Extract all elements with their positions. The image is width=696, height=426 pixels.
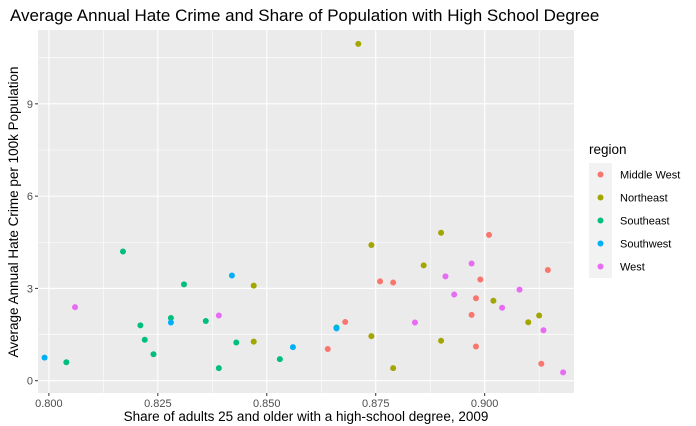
legend-key-southeast [597, 217, 604, 224]
point-middle-west [377, 278, 384, 285]
point-southwest [289, 344, 296, 351]
y-tick-label: 0 [27, 376, 33, 388]
legend-label-northeast: Northeast [620, 193, 668, 205]
point-west [411, 319, 418, 326]
grid-lines [38, 30, 574, 393]
point-west [215, 312, 222, 319]
legend-item-west: West [589, 255, 645, 278]
point-middle-west [472, 343, 479, 350]
legend-items: Middle West Northeast Southeast Southwest We… [589, 163, 680, 278]
point-southeast [167, 314, 174, 321]
y-tick-label: 6 [27, 191, 33, 203]
plot-panel [38, 30, 574, 393]
point-middle-west [468, 311, 475, 318]
legend-label-southwest: Southwest [620, 239, 671, 251]
y-tick-label: 9 [27, 99, 33, 111]
point-west [540, 327, 547, 334]
point-northeast [250, 282, 257, 289]
legend-key-middle-west [597, 171, 604, 178]
point-middle-west [390, 279, 397, 286]
point-west [499, 304, 506, 311]
point-southeast [150, 351, 157, 358]
point-middle-west [544, 266, 551, 273]
point-west [560, 369, 567, 376]
point-middle-west [477, 276, 484, 283]
legend-label-southeast: Southeast [620, 216, 670, 228]
point-southwest [228, 272, 235, 279]
x-axis-ticks: 0.800 0.825 0.850 0.875 0.900 [35, 393, 498, 410]
point-middle-west [538, 360, 545, 367]
x-tick-label: 0.800 [35, 398, 63, 410]
point-northeast [490, 297, 497, 304]
point-middle-west [342, 318, 349, 325]
x-tick-label: 0.825 [144, 398, 172, 410]
legend-item-northeast: Northeast [589, 186, 668, 209]
point-northeast [355, 40, 362, 47]
legend-item-southeast: Southeast [589, 209, 670, 232]
x-axis-title: Share of adults 25 and older with a high… [124, 409, 489, 424]
point-northeast [368, 242, 375, 249]
data-points [41, 40, 567, 376]
point-northeast [390, 365, 397, 372]
y-axis-ticks: 0 3 6 9 [27, 99, 38, 388]
x-tick-label: 0.850 [253, 398, 281, 410]
point-middle-west [486, 231, 493, 238]
point-southeast [276, 356, 283, 363]
point-northeast [438, 337, 445, 344]
point-west [442, 273, 449, 280]
point-southeast [119, 248, 126, 255]
legend-item-middle-west: Middle West [589, 163, 680, 186]
point-west [451, 291, 458, 298]
point-northeast [438, 229, 445, 236]
point-southeast [141, 336, 148, 343]
legend-item-southwest: Southwest [589, 232, 671, 255]
point-west [72, 304, 79, 311]
point-southwest [167, 319, 174, 326]
point-southeast [215, 365, 222, 372]
legend-label-west: West [620, 262, 645, 274]
point-southeast [63, 359, 70, 366]
x-tick-label: 0.875 [362, 398, 390, 410]
legend-label-middle-west: Middle West [620, 170, 680, 182]
legend-key-northeast [597, 194, 604, 201]
point-northeast [525, 319, 532, 326]
point-west [468, 260, 475, 267]
legend-key-west [597, 263, 604, 270]
point-southeast [233, 339, 240, 346]
legend-title: region [589, 142, 627, 157]
legend: region Middle West Northeast Southeast Sout… [589, 142, 680, 278]
point-northeast [420, 262, 427, 269]
point-west [516, 286, 523, 293]
y-tick-label: 3 [27, 283, 33, 295]
x-tick-label: 0.900 [471, 398, 499, 410]
point-southeast [180, 281, 187, 288]
point-southeast [137, 322, 144, 329]
legend-key-southwest [597, 240, 604, 247]
point-southwest [41, 354, 48, 361]
point-northeast [536, 312, 543, 319]
point-middle-west [472, 295, 479, 302]
chart-title: Average Annual Hate Crime and Share of P… [10, 6, 599, 25]
point-northeast [368, 333, 375, 340]
point-northeast [250, 338, 257, 345]
point-middle-west [324, 346, 331, 353]
y-axis-title: Average Annual Hate Crime per 100k Popul… [6, 67, 21, 358]
point-southwest [333, 325, 340, 332]
point-southeast [202, 318, 209, 325]
